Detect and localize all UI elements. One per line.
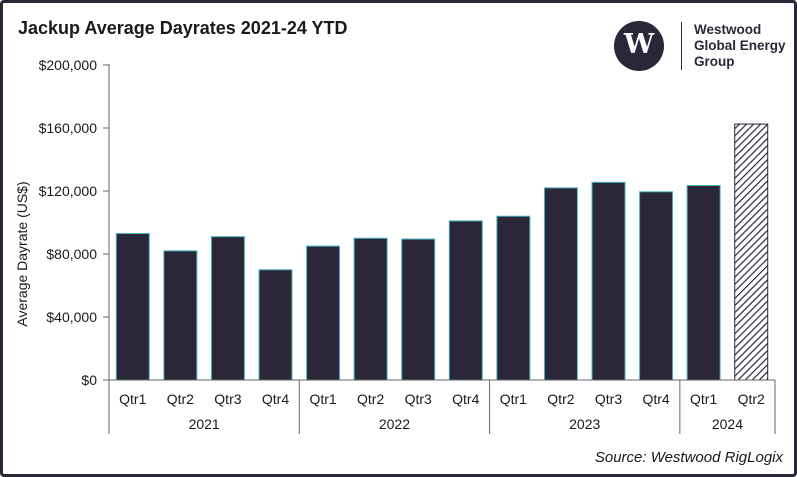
x-category-label: Qtr4 (452, 391, 479, 407)
y-tick-label: $0 (81, 372, 97, 388)
y-tick-label: $200,000 (39, 57, 98, 73)
bar (734, 123, 769, 381)
bar (258, 269, 293, 381)
bar (496, 215, 531, 381)
logo-divider (681, 22, 682, 70)
bar (591, 181, 626, 381)
logo-line-1: Westwood (694, 22, 762, 37)
bar (210, 236, 245, 381)
bar (353, 237, 388, 381)
logo-text: Westwood Global Energy Group (694, 22, 786, 70)
bar (543, 187, 578, 381)
x-group-label: 2024 (712, 416, 743, 432)
x-category-label: Qtr3 (595, 391, 622, 407)
westwood-logo-icon: W (614, 21, 664, 71)
x-category-label: Qtr1 (309, 391, 336, 407)
x-category-label: Qtr3 (405, 391, 432, 407)
bar (163, 250, 198, 381)
bar (639, 191, 674, 381)
bar (401, 238, 436, 381)
x-category-label: Qtr2 (738, 391, 765, 407)
x-category-label: Qtr4 (262, 391, 289, 407)
x-category-label: Qtr2 (547, 391, 574, 407)
x-group-label: 2023 (569, 416, 600, 432)
bar (306, 245, 341, 381)
y-tick-label: $80,000 (46, 246, 97, 262)
chart-title: Jackup Average Dayrates 2021-24 YTD (18, 18, 348, 38)
x-category-label: Qtr2 (167, 391, 194, 407)
x-category-label: Qtr2 (357, 391, 384, 407)
y-axis-label: Average Dayrate (US$) (14, 181, 30, 326)
bar (686, 184, 721, 381)
y-tick-label: $120,000 (39, 183, 98, 199)
logo-line-3: Group (694, 54, 735, 69)
bar (115, 233, 150, 381)
y-tick-label: $160,000 (39, 120, 98, 136)
logo-line-2: Global Energy (694, 38, 786, 53)
x-category-label: Qtr3 (214, 391, 241, 407)
source-note: Source: Westwood RigLogix (594, 449, 783, 466)
x-category-label: Qtr1 (119, 391, 146, 407)
x-group-label: 2022 (379, 416, 410, 432)
x-category-label: Qtr4 (642, 391, 669, 407)
bar (448, 220, 483, 381)
x-category-label: Qtr1 (500, 391, 527, 407)
logo-symbol: W (623, 29, 655, 60)
y-tick-label: $40,000 (46, 309, 97, 325)
x-group-label: 2021 (189, 416, 220, 432)
x-category-label: Qtr1 (690, 391, 717, 407)
